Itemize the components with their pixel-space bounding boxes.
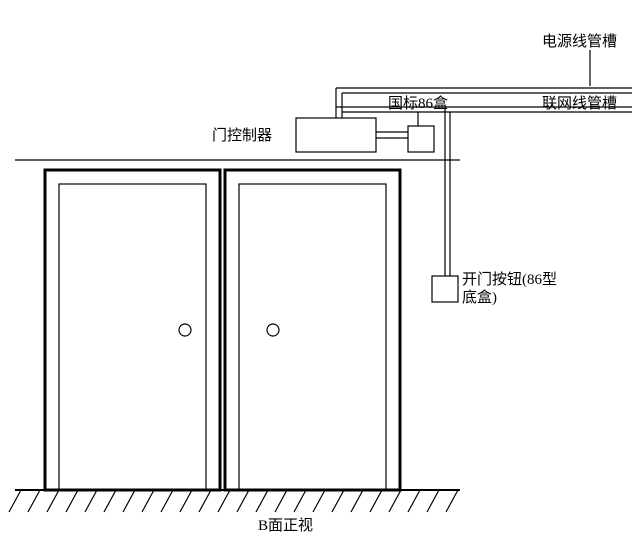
label-network-conduit: 联网线管槽: [542, 95, 617, 112]
controller-box: [296, 118, 376, 152]
label-caption: B面正视: [258, 517, 313, 534]
junction-box: [408, 126, 434, 152]
label-junction-box: 国标86盒: [388, 95, 448, 112]
label-open-button-1: 开门按钮(86型: [462, 271, 557, 288]
label-power-conduit: 电源线管槽: [542, 33, 617, 50]
label-controller: 门控制器: [212, 127, 272, 144]
open-button-box: [432, 276, 458, 302]
label-open-button-2: 底盒): [462, 289, 497, 306]
